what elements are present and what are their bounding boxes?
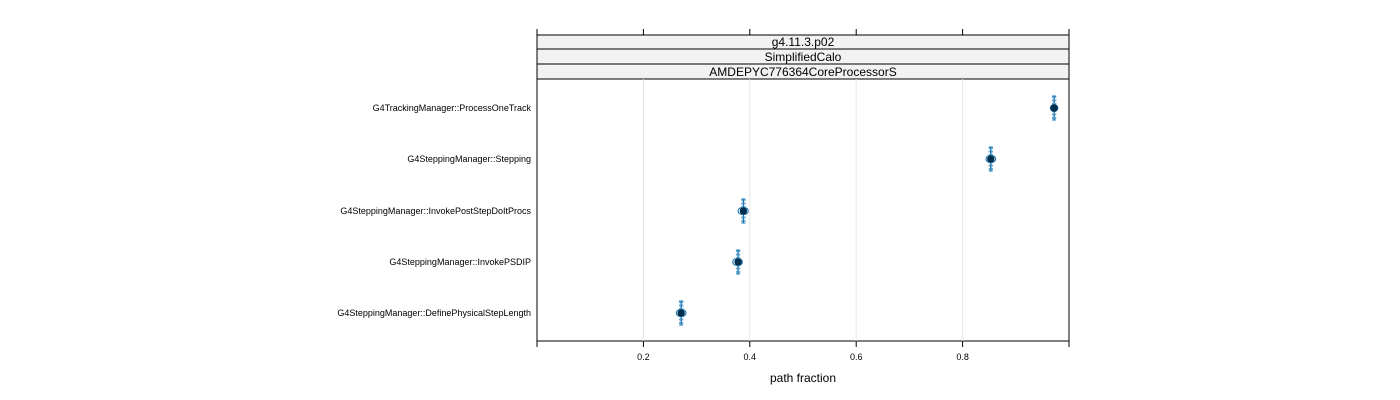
data-marks <box>675 95 1059 326</box>
strip-headers: g4.11.3.p02 SimplifiedCalo AMDEPYC776364… <box>536 34 1070 80</box>
plot-panel <box>536 78 1070 342</box>
x-tick-label: 0.6 <box>850 352 863 362</box>
x-axis-title: path fraction <box>770 371 836 385</box>
x-tick-label: 0.2 <box>637 352 650 362</box>
x-tick-label: 0.8 <box>956 352 969 362</box>
data-point <box>1050 104 1058 112</box>
data-point-group <box>675 300 687 326</box>
category-label: G4SteppingManager::Stepping <box>407 154 531 164</box>
data-point-group <box>732 249 743 275</box>
strip-3-label: AMDEPYC776364CoreProcessorS <box>709 65 896 79</box>
data-point <box>739 207 748 215</box>
data-point <box>734 258 742 266</box>
category-label: G4SteppingManager::InvokePSDIP <box>389 257 531 267</box>
category-labels: G4TrackingManager::ProcessOneTrackG4Step… <box>337 103 531 318</box>
data-point-group <box>985 146 997 172</box>
category-label: G4TrackingManager::ProcessOneTrack <box>373 103 532 113</box>
data-point <box>987 155 995 163</box>
category-label: G4SteppingManager::DefinePhysicalStepLen… <box>337 308 531 318</box>
top-axis-ticks <box>536 29 1070 35</box>
category-label: G4SteppingManager::InvokePostStepDoItPro… <box>340 206 531 216</box>
gridlines <box>642 79 964 341</box>
strip-2-label: SimplifiedCalo <box>765 50 842 64</box>
x-tick-label: 0.4 <box>744 352 757 362</box>
strip-1-label: g4.11.3.p02 <box>772 35 835 49</box>
bottom-axis: 0.2 0.4 0.6 0.8 <box>536 341 1070 362</box>
data-point-group <box>1049 95 1059 121</box>
data-point <box>677 309 685 317</box>
data-point-group <box>737 198 749 224</box>
